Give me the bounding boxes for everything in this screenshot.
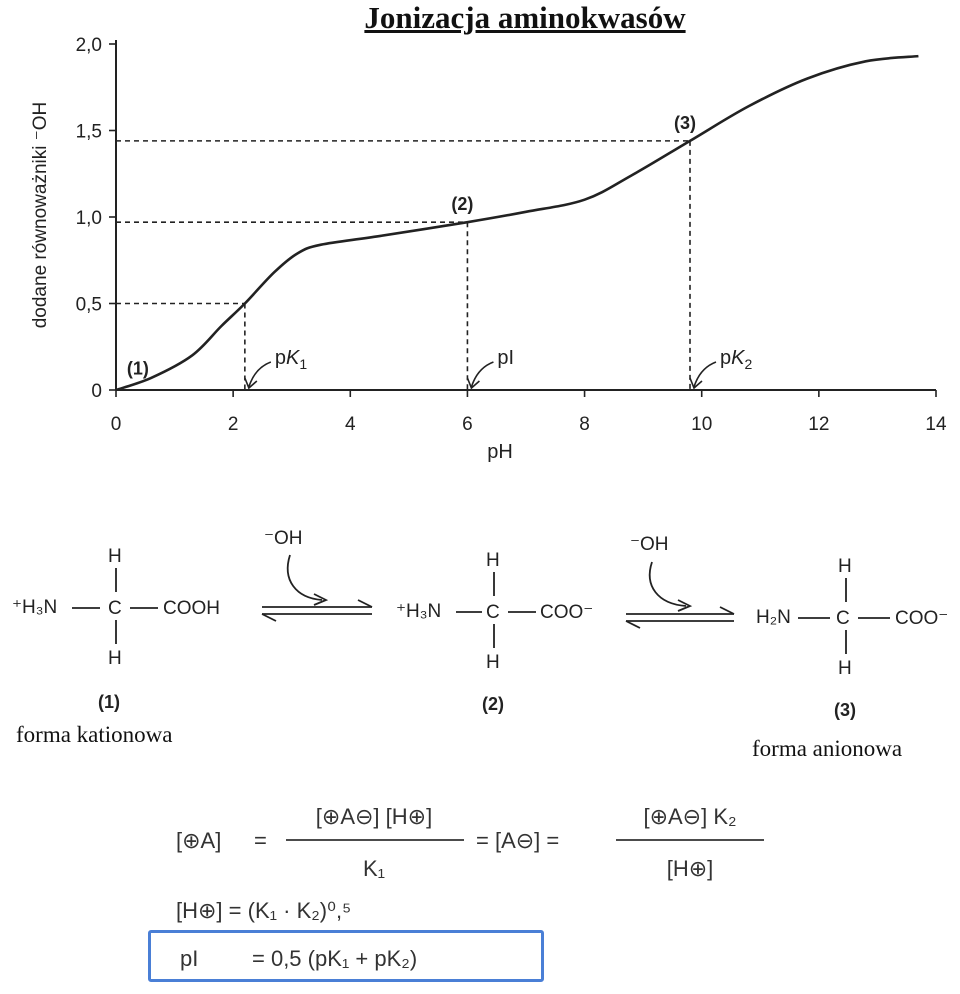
y-axis-label: dodane równoważniki ⁻OH	[30, 102, 51, 329]
y-tick-label: 2,0	[76, 35, 102, 56]
species-3-label: (3)	[834, 700, 856, 720]
reagent-2: ⁻OH	[630, 534, 669, 555]
species-1: ⁺H₃N C COOH H H (1)	[12, 546, 220, 712]
species-1-c: C	[108, 598, 122, 619]
eq3-right: = 0,5 (pK₁ + pK₂)	[252, 946, 417, 971]
species-1-label: (1)	[98, 692, 120, 712]
x-tick-label: 12	[808, 414, 829, 435]
eq2: [H⊕] = (K₁ · K₂)⁰,⁵	[176, 898, 351, 923]
eq1-left: [⊕A]	[176, 828, 221, 853]
species-3-left: H₂N	[756, 607, 791, 628]
x-tick-label: 14	[925, 414, 947, 435]
ref-arrow	[693, 361, 717, 388]
ref-label: pK2	[720, 347, 752, 372]
titration-chart: 0 0,5 1,0 1,5 2,0 0 2 4 6 8 10 12 14 pK1 pI pK2 (1) (2…	[30, 35, 947, 463]
y-tick-label: 0,5	[76, 295, 102, 316]
species-3-h-top: H	[838, 556, 852, 577]
equilibrium-arrow-1: ⁻OH	[261, 528, 373, 622]
eq1-numerator: [⊕A⊖] [H⊕]	[316, 804, 432, 829]
eq1-middle: = [A⊖] =	[476, 828, 559, 853]
y-tick-label: 1,5	[76, 122, 102, 143]
x-tick-label: 2	[228, 414, 239, 435]
eq1-numerator-2: [⊕A⊖] K₂	[643, 804, 736, 829]
x-axis-label: pH	[487, 441, 513, 463]
ref-label: pI	[497, 347, 514, 369]
reaction-scheme: ⁺H₃N C COOH H H (1) ⁻OH ⁺H₃N C COO⁻ H H …	[12, 528, 948, 720]
caption-anionic-form: forma anionowa	[752, 736, 903, 761]
x-tick-label: 0	[111, 414, 122, 435]
species-3: H₂N C COO⁻ H H (3)	[756, 556, 948, 720]
caption-cationic-form: forma kationowa	[16, 722, 173, 747]
titration-curve	[115, 54, 919, 392]
ref-label: pK1	[275, 347, 307, 372]
x-tick-label: 6	[462, 414, 473, 435]
y-axis-ticks: 0 0,5 1,0 1,5 2,0	[76, 35, 116, 402]
curve-marker-label: (2)	[451, 194, 473, 214]
species-3-right: COO⁻	[895, 608, 948, 629]
species-2-right: COO⁻	[540, 602, 593, 623]
result-highlight-box	[148, 930, 544, 982]
reagent-1: ⁻OH	[264, 528, 303, 549]
eq1-eq: =	[254, 828, 267, 853]
species-2-h-bottom: H	[486, 652, 500, 673]
y-tick-label: 1,0	[76, 208, 102, 229]
x-tick-label: 10	[691, 414, 712, 435]
species-1-left: ⁺H₃N	[12, 597, 57, 618]
x-axis-ticks: 0 2 4 6 8 10 12 14	[111, 390, 947, 435]
species-2: ⁺H₃N C COO⁻ H H (2)	[396, 550, 593, 714]
x-tick-label: 4	[345, 414, 356, 435]
ref-arrowhead	[689, 377, 703, 390]
y-tick-label: 0	[91, 381, 102, 402]
ref-arrowhead	[244, 377, 258, 390]
species-1-h-bottom: H	[108, 648, 122, 669]
species-1-h-top: H	[108, 546, 122, 567]
ref-arrow	[248, 361, 272, 388]
curve-marker-label: (3)	[674, 113, 696, 133]
reference-lines: pK1 pI pK2	[116, 140, 752, 390]
equilibrium-arrow-2: ⁻OH	[625, 534, 735, 629]
species-2-c: C	[486, 602, 500, 623]
eq1-denominator-2: [H⊕]	[667, 856, 714, 881]
species-3-h-bottom: H	[838, 658, 852, 679]
eq3-left: pI	[180, 946, 198, 971]
eq1-denominator: K₁	[363, 856, 385, 881]
species-1-right: COOH	[163, 598, 220, 619]
x-tick-label: 8	[579, 414, 590, 435]
species-3-c: C	[836, 608, 850, 629]
equations: [⊕A] = [⊕A⊖] [H⊕] K₁ = [A⊖] = [⊕A⊖] K₂ […	[176, 804, 764, 971]
ref-arrowhead	[466, 377, 480, 390]
curve-markers: (1) (2) (3)	[127, 113, 696, 378]
species-2-h-top: H	[486, 550, 500, 571]
species-2-label: (2)	[482, 694, 504, 714]
curve-marker-label: (1)	[127, 358, 149, 378]
species-2-left: ⁺H₃N	[396, 601, 441, 622]
ref-arrow	[470, 361, 494, 388]
page-title: Jonizacja aminokwasów	[364, 0, 686, 35]
